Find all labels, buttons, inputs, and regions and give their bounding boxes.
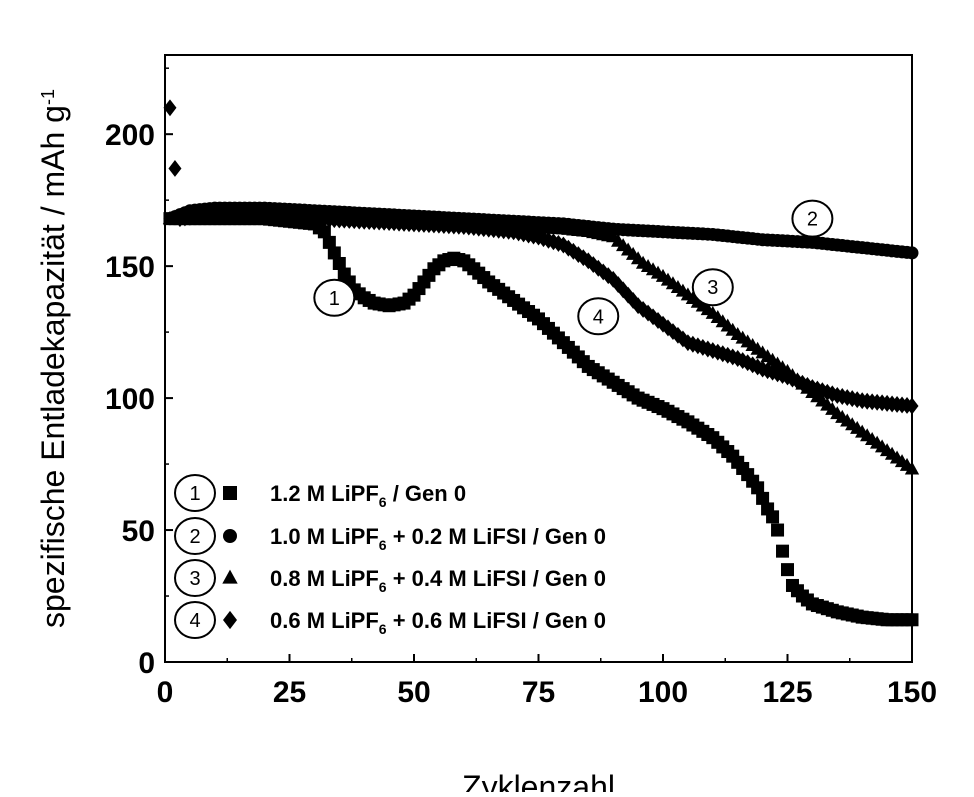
legend-marker <box>223 610 237 630</box>
legend-marker <box>222 569 238 584</box>
legend-marker <box>223 529 237 543</box>
data-point <box>317 225 331 239</box>
annotation-2: 2 <box>791 199 834 238</box>
legend-label-subscript: 6 <box>379 621 387 637</box>
legend-label: 0.6 M LiPF6 + 0.6 M LiFSI / Gen 0 <box>270 608 606 637</box>
legend-label: 0.8 M LiPF6 + 0.4 M LiFSI / Gen 0 <box>270 566 606 595</box>
legend-label-subscript: 6 <box>379 494 387 510</box>
annotation-1: 1 <box>313 278 356 317</box>
legend-label-rest: + 0.2 M LiFSI / Gen 0 <box>387 524 606 549</box>
data-point <box>327 246 341 260</box>
legend-number: 4 <box>189 610 200 632</box>
data-point <box>756 491 770 505</box>
legend-entry-2: 2 1.0 M LiPF6 + 0.2 M LiFSI / Gen 0 <box>174 517 606 555</box>
legend-number-circle <box>174 601 216 639</box>
y-axis-title: spezifische Entladekapazität / mAh g-1 <box>35 89 71 628</box>
legend-entry-3: 3 0.8 M LiPF6 + 0.4 M LiFSI / Gen 0 <box>174 559 606 597</box>
annotation-circle <box>577 297 620 336</box>
annotation-circle <box>791 199 834 238</box>
x-tick-label: 0 <box>157 676 174 709</box>
y-tick-label: 150 <box>105 251 155 284</box>
y-tick-label: 50 <box>122 515 155 548</box>
data-point <box>168 160 182 177</box>
annotation-label: 4 <box>593 306 604 328</box>
annotation-label: 3 <box>707 277 718 299</box>
annotation-3: 3 <box>691 268 734 307</box>
axis-ticks: 0 25 50 75 100 125 150 0 50 100 150 200 <box>105 67 937 709</box>
curve-annotations: 1 2 3 4 <box>313 199 834 336</box>
legend: 1 1.2 M LiPF6 / Gen 02 1.0 M LiPF6 + 0.2 M… <box>174 474 606 639</box>
annotation-circle <box>691 268 734 307</box>
legend-number-circle <box>174 559 216 597</box>
legend-number: 1 <box>189 483 200 505</box>
legend-marker <box>223 486 237 500</box>
data-point <box>771 523 785 537</box>
data-point <box>322 235 336 249</box>
x-tick-label: 50 <box>397 676 430 709</box>
legend-number-circle <box>174 517 216 555</box>
legend-entry-1: 1 1.2 M LiPF6 / Gen 0 <box>174 474 466 512</box>
data-point <box>163 99 177 117</box>
legend-label: 1.2 M LiPF6 / Gen 0 <box>270 481 466 510</box>
legend-label-main: 0.8 M LiPF <box>270 566 379 591</box>
legend-number: 2 <box>189 526 200 548</box>
annotation-label: 1 <box>329 288 340 310</box>
y-axis-title-superscript: -1 <box>38 89 58 105</box>
data-point <box>332 256 346 270</box>
x-tick-label: 100 <box>638 676 688 709</box>
legend-label-rest: + 0.6 M LiFSI / Gen 0 <box>387 608 606 633</box>
x-tick-label: 125 <box>762 676 812 709</box>
legend-label-subscript: 6 <box>379 537 387 553</box>
data-point <box>781 563 794 577</box>
y-tick-label: 100 <box>105 383 155 416</box>
legend-label-rest: + 0.4 M LiFSI / Gen 0 <box>387 566 606 591</box>
y-tick-label: 200 <box>105 119 155 152</box>
legend-label-subscript: 6 <box>379 579 387 595</box>
legend-label-main: 1.0 M LiPF <box>270 524 379 549</box>
legend-label-main: 1.2 M LiPF <box>270 481 379 506</box>
data-point <box>776 544 790 558</box>
data-marks <box>162 99 920 627</box>
legend-label-main: 0.6 M LiPF <box>270 608 379 633</box>
legend-entry-4: 4 0.6 M LiPF6 + 0.6 M LiFSI / Gen 0 <box>174 601 606 639</box>
legend-label: 1.0 M LiPF6 + 0.2 M LiFSI / Gen 0 <box>270 524 606 553</box>
series-1 <box>163 212 919 627</box>
annotation-label: 2 <box>807 209 818 231</box>
y-tick-label: 0 <box>138 647 155 680</box>
data-point <box>766 510 780 524</box>
x-tick-label: 150 <box>887 676 937 709</box>
x-tick-label: 75 <box>522 676 555 709</box>
x-tick-label: 25 <box>273 676 306 709</box>
x-axis-title: Zyklenzahl <box>462 769 615 792</box>
legend-label-rest: / Gen 0 <box>387 481 466 506</box>
legend-number-circle <box>174 474 216 512</box>
data-point <box>556 236 570 254</box>
y-axis-title-main: spezifische Entladekapazität / mAh g <box>35 105 71 628</box>
annotation-circle <box>313 278 356 317</box>
series-4 <box>163 99 919 415</box>
annotation-4: 4 <box>577 297 620 336</box>
data-point <box>751 481 765 495</box>
legend-number: 3 <box>189 568 200 590</box>
